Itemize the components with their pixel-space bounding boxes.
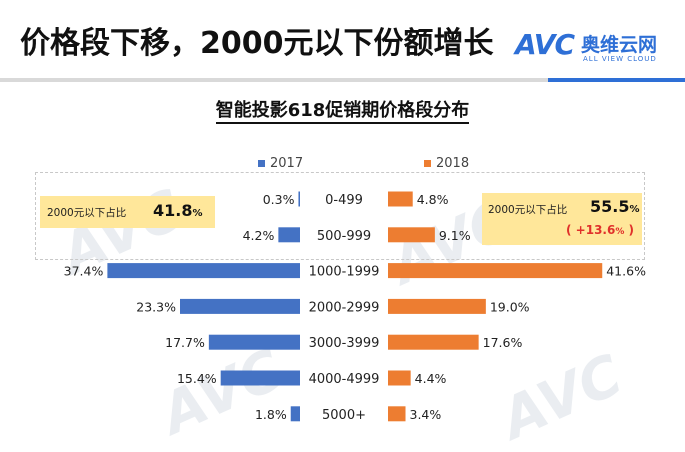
callout-2017-label: 2000元以下占比 <box>47 207 127 219</box>
highlight-box <box>35 172 645 260</box>
category-label: 5000+ <box>322 408 366 423</box>
bar-2017-2000-2999 <box>180 298 300 314</box>
callout-2018-number: 55.5 <box>590 197 630 216</box>
data-label-2017: 0.3% <box>263 192 295 207</box>
data-label-2018: 17.6% <box>483 335 523 350</box>
legend-item-2017: 2017 <box>258 156 303 171</box>
header: 价格段下移，2000元以下份额增长 AVC 奥维云网 ALL VIEW CLOU… <box>0 0 685 78</box>
legend-item-2018: 2018 <box>424 156 469 171</box>
data-label-2017: 4.2% <box>243 228 275 243</box>
bar-2017-5000+ <box>290 406 300 422</box>
bar-2017-500-999 <box>278 227 300 243</box>
category-label: 4000-4999 <box>309 372 380 387</box>
bar-2017-0-499 <box>298 191 300 207</box>
callout-2018-change-close: ) <box>624 223 635 237</box>
chart-title-text: 智能投影618促销期价格段分布 <box>215 100 470 124</box>
logo-mark: AVC <box>515 28 575 61</box>
logo-english-name: ALL VIEW CLOUD <box>583 55 657 63</box>
bar-2018-5000+ <box>388 406 406 422</box>
callout-2018-unit: % <box>629 204 640 215</box>
callout-2018-label: 2000元以下占比 <box>488 204 568 216</box>
callout-2017-number: 41.8 <box>153 201 193 220</box>
data-label-2018: 4.8% <box>417 192 449 207</box>
data-label-2018: 41.6% <box>606 264 646 279</box>
category-label: 1000-1999 <box>309 265 380 280</box>
bar-2018-0-499 <box>388 191 413 207</box>
callout-2017-unit: % <box>192 208 203 219</box>
callout-2018-change-unit: % <box>615 227 625 237</box>
category-label: 500-999 <box>317 229 371 244</box>
legend-label-2018: 2018 <box>436 156 470 171</box>
data-label-2017: 23.3% <box>136 299 176 314</box>
legend-label-2017: 2017 <box>270 156 304 171</box>
data-label-2018: 3.4% <box>410 407 442 422</box>
data-label-2017: 37.4% <box>64 264 104 279</box>
bar-2017-1000-1999 <box>107 263 300 279</box>
data-label-2018: 19.0% <box>490 299 530 314</box>
category-label: 3000-3999 <box>309 336 380 351</box>
bar-2018-4000-4999 <box>388 370 411 386</box>
bar-2018-1000-1999 <box>388 263 603 279</box>
legend-swatch-2017 <box>258 160 265 167</box>
callout-2017-share: 2000元以下占比 41.8% <box>40 196 215 228</box>
legend-swatch-2018 <box>424 160 431 167</box>
bar-2018-2000-2999 <box>388 298 486 314</box>
data-label-2018: 4.4% <box>415 371 447 386</box>
data-label-2018: 9.1% <box>439 228 471 243</box>
page-title: 价格段下移，2000元以下份额增长 <box>20 26 494 61</box>
callout-2018-change-open: ( +13.6 <box>566 223 616 237</box>
chart-title: 智能投影618促销期价格段分布 <box>0 96 685 124</box>
avc-logo: AVC 奥维云网 ALL VIEW CLOUD <box>515 24 680 70</box>
callout-2018-value: 55.5% <box>590 197 640 216</box>
logo-chinese-name: 奥维云网 <box>581 34 658 56</box>
category-label: 2000-2999 <box>309 300 380 315</box>
callout-2017-value: 41.8% <box>153 201 203 220</box>
data-label-2017: 1.8% <box>255 407 287 422</box>
callout-2018-share: 2000元以下占比 55.5% ( +13.6% ) <box>482 193 642 245</box>
bar-2018-500-999 <box>388 227 435 243</box>
data-label-2017: 15.4% <box>177 371 217 386</box>
callout-2018-change: ( +13.6% ) <box>566 223 634 237</box>
category-label: 0-499 <box>325 193 363 208</box>
header-divider <box>0 78 685 82</box>
data-label-2017: 17.7% <box>165 335 205 350</box>
bar-2018-3000-3999 <box>388 334 479 350</box>
bar-2017-4000-4999 <box>220 370 300 386</box>
bar-2017-3000-3999 <box>208 334 300 350</box>
header-divider-accent <box>548 78 685 82</box>
